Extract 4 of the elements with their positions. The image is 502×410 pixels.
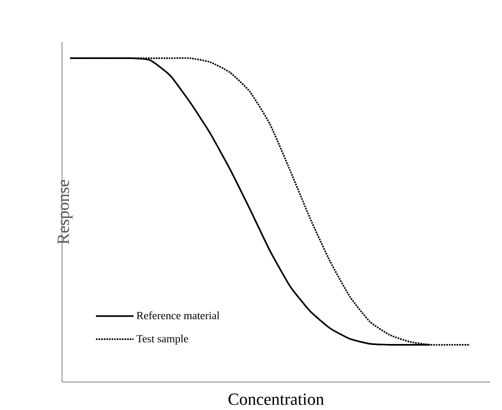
legend-label: Test sample bbox=[136, 334, 188, 345]
y-axis-title: Response bbox=[58, 180, 72, 244]
legend-label: Reference material bbox=[136, 311, 220, 320]
x-axis-title: Concentration bbox=[228, 394, 324, 405]
